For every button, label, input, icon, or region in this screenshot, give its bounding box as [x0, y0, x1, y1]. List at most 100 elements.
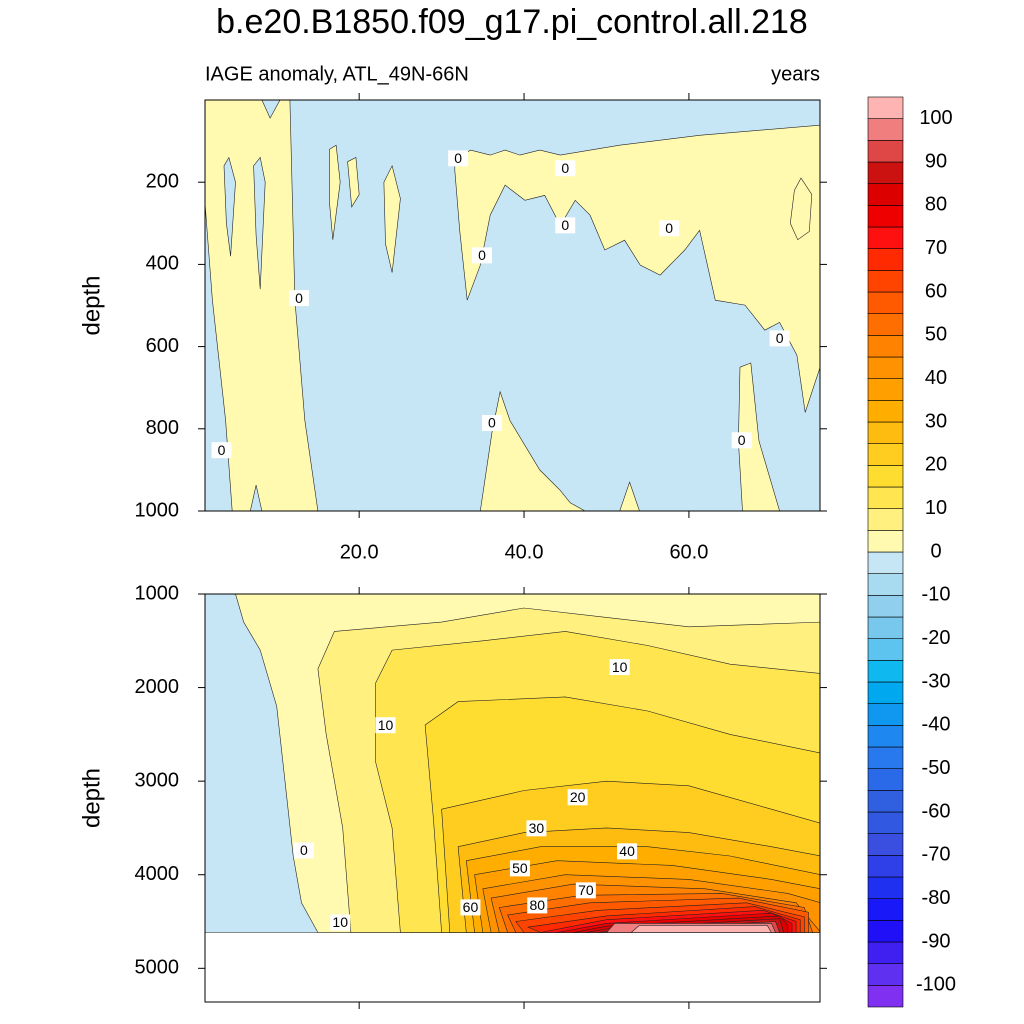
y-tick-label: 2000: [135, 676, 180, 698]
contour-label-bg: [448, 150, 469, 167]
colorbar-box: [867, 768, 904, 791]
colorbar-box: [867, 486, 904, 509]
contour-label: 50: [512, 860, 528, 876]
contour-region: [630, 925, 772, 933]
contour-label-bg: [609, 659, 630, 676]
contour-label: 0: [454, 150, 462, 166]
colorbar-box: [867, 898, 904, 921]
contour-label: 0: [488, 415, 496, 431]
contour-region: [223, 156, 236, 257]
y-axis-label: depth: [78, 275, 105, 335]
colorbar-box: [867, 205, 904, 228]
colorbar-label: 10: [925, 497, 947, 519]
contour-label: 10: [332, 914, 348, 930]
colorbar-label: -60: [922, 800, 951, 822]
colorbar-box: [867, 746, 904, 769]
contour-label: 0: [218, 442, 226, 458]
colorbar-box: [867, 508, 904, 531]
contour-label-bg: [375, 717, 396, 734]
colorbar-label: 50: [925, 324, 947, 346]
colorbar-box: [867, 595, 904, 618]
contour-label-bg: [617, 843, 638, 860]
contour-label: 0: [295, 290, 303, 306]
contour-label-bg: [659, 220, 680, 237]
contour-label-bg: [555, 217, 576, 234]
colorbar-label: -100: [916, 974, 956, 996]
colorbar-box: [867, 616, 904, 639]
contour-label: 10: [612, 659, 628, 675]
x-tick-label: 20.0: [340, 541, 379, 563]
contour-label-bg: [575, 882, 596, 899]
contour-label: 70: [578, 882, 594, 898]
colorbar-box: [867, 725, 904, 748]
contour-label: 0: [561, 217, 569, 233]
contour-label-bg: [471, 247, 492, 264]
contour-label-bg: [509, 860, 530, 877]
colorbar-box: [867, 573, 904, 596]
contour-region: [454, 124, 820, 413]
contour-region: [253, 156, 266, 290]
contour-region: [789, 177, 813, 241]
y-tick-label: 3000: [135, 769, 180, 791]
contour-label-bg: [211, 442, 232, 459]
colorbar-box: [867, 248, 904, 271]
colorbar-label: -90: [922, 930, 951, 952]
y-tick-label: 200: [146, 170, 179, 192]
colorbar-box: [867, 855, 904, 878]
colorbar-box: [867, 313, 904, 336]
contour-label-bg: [481, 415, 502, 432]
colorbar-box: [867, 443, 904, 466]
contour-label-bg: [527, 897, 548, 914]
colorbar-label: -70: [922, 844, 951, 866]
contour-region: [329, 144, 341, 240]
colorbar-box: [867, 356, 904, 379]
colorbar-box: [867, 183, 904, 206]
colorbar-label: -20: [922, 627, 951, 649]
colorbar-label: -40: [922, 714, 951, 736]
contour-label: 0: [561, 160, 569, 176]
y-tick-label: 5000: [135, 957, 180, 979]
colorbar-box: [867, 963, 904, 986]
contour-region: [619, 481, 640, 511]
chart-title: b.e20.B1850.f09_g17.pi_control.all.218: [216, 3, 808, 41]
colorbar-label: 90: [925, 150, 947, 172]
colorbar-box: [867, 681, 904, 704]
colorbar-box: [867, 790, 904, 813]
contour-label: 80: [529, 897, 545, 913]
contour-region: [347, 157, 360, 208]
plot-area: 10 10 0 20 30 40 50 60 80 70 10: [205, 594, 820, 933]
contour-label-bg: [731, 432, 752, 449]
colorbar-box: [867, 96, 904, 119]
colorbar-label: 70: [925, 237, 947, 259]
contour-label: 0: [478, 247, 486, 263]
colorbar-box: [867, 941, 904, 964]
colorbar-box: [867, 421, 904, 444]
contour-label: 0: [776, 330, 784, 346]
colorbar-label: 40: [925, 367, 947, 389]
colorbar-label: 60: [925, 280, 947, 302]
colorbar-box: [867, 161, 904, 184]
contour-label-bg: [293, 842, 314, 859]
plot-frame: [204, 593, 821, 1003]
colorbar-box: [867, 140, 904, 163]
colorbar-box: [867, 551, 904, 574]
colorbar-box: [867, 335, 904, 358]
colorbar-label: -10: [922, 584, 951, 606]
colorbar-label: -80: [922, 887, 951, 909]
plot-area: 0 0 0 0 0 0 0 0 0 0: [205, 100, 820, 511]
contour-label-bg: [526, 820, 547, 837]
plot-frame: [204, 99, 821, 512]
contour-label-bg: [567, 789, 588, 806]
y-tick-label: 1000: [135, 582, 180, 604]
contour-label-bg: [288, 290, 309, 307]
colorbar-label: 20: [925, 454, 947, 476]
colorbar-label: 30: [925, 410, 947, 432]
y-tick-label: 400: [146, 253, 179, 275]
colorbar-box: [867, 400, 904, 423]
y-tick-label: 800: [146, 417, 179, 439]
subtitle: IAGE anomaly, ATL_49N-66N: [205, 63, 469, 85]
x-tick-label: 40.0: [505, 541, 544, 563]
colorbar-box: [867, 876, 904, 899]
colorbar-box: [867, 811, 904, 834]
